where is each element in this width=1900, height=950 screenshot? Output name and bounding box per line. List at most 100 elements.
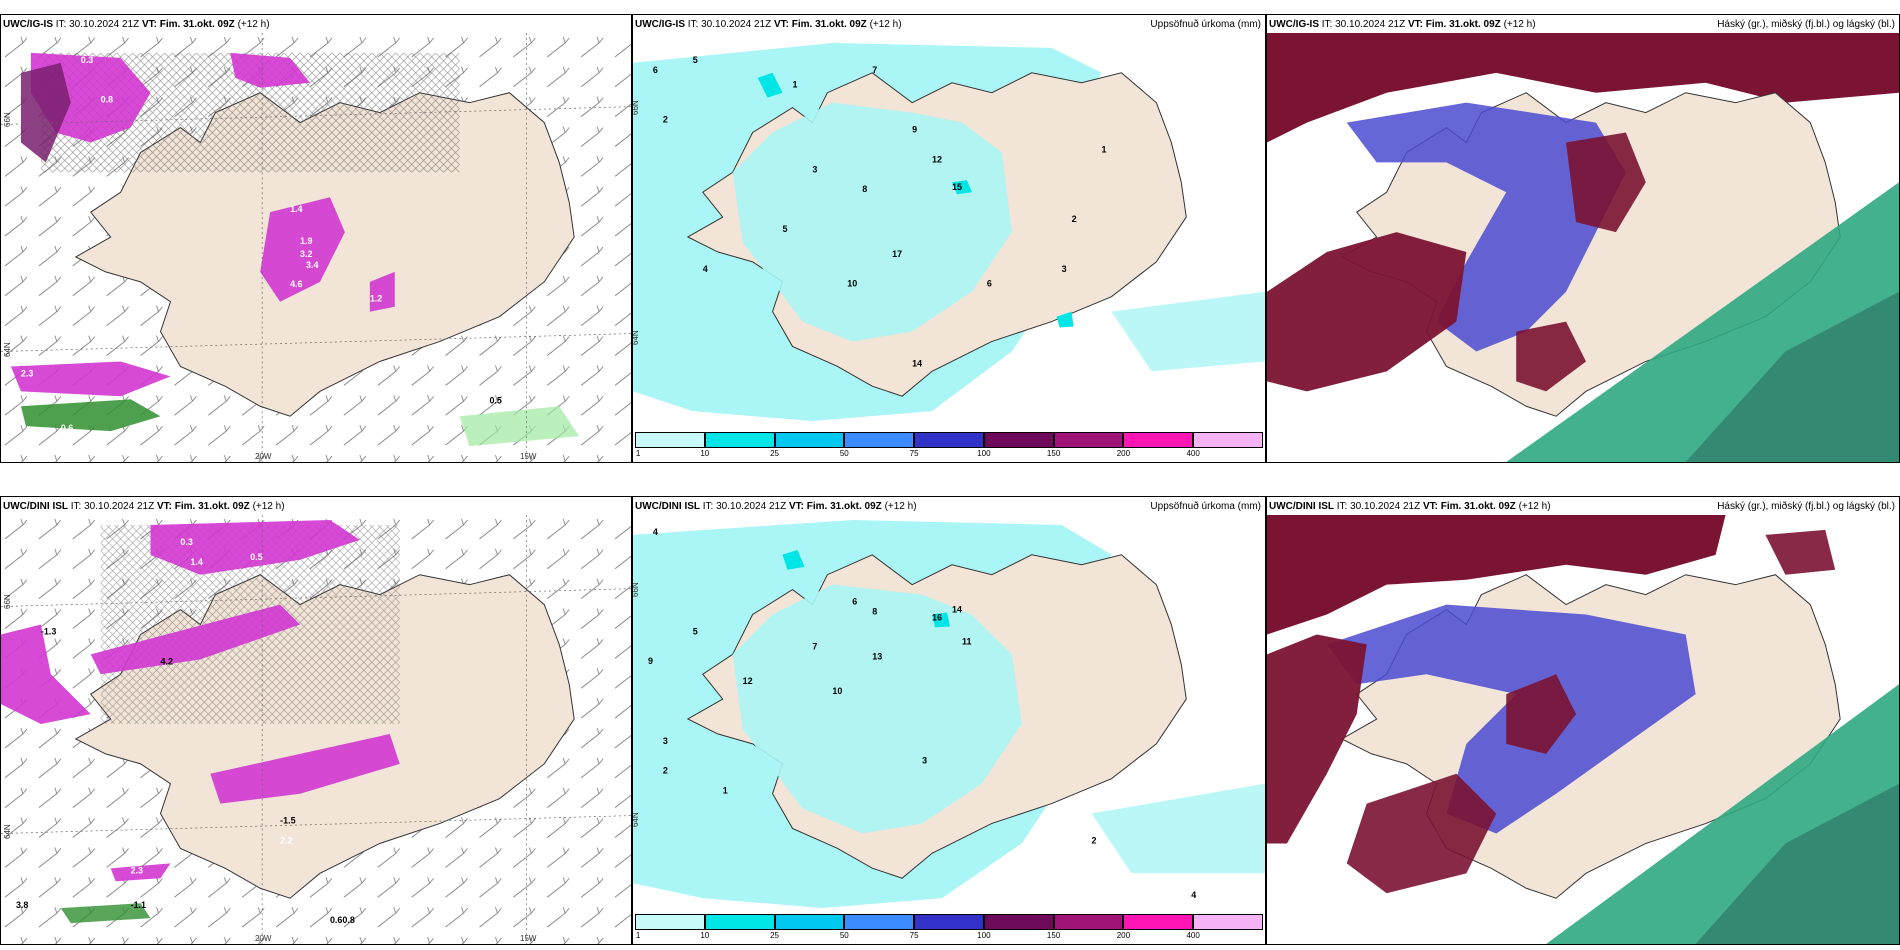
vt-value: Fim. 31.okt. 09Z	[174, 501, 250, 512]
cbar-seg	[1123, 914, 1194, 930]
panel-igis-accum-precip: UWC/IG-IS IT: 30.10.2024 21Z VT: Fim. 31…	[632, 14, 1266, 463]
val: 0.60.8	[330, 915, 355, 925]
precip-green-south	[20, 399, 161, 432]
cbar-seg	[983, 432, 1054, 448]
val: 2	[1072, 214, 1077, 224]
panel-header: UWC/DINI ISL IT: 30.10.2024 21Z VT: Fim.…	[3, 501, 285, 512]
lat-66n: 66N	[632, 582, 640, 597]
vt-value: Fim. 31.okt. 09Z	[791, 19, 867, 30]
cbar-seg	[1123, 432, 1194, 448]
precip-magenta-band	[90, 604, 301, 675]
map-svg: 6 5 2 1 3 4 5 7 8 9 12 15 17 10 14 2 1 3…	[633, 33, 1265, 432]
precip-mod-spot	[757, 72, 783, 98]
val: 3	[922, 756, 927, 766]
lead-time: (+12 h)	[1503, 19, 1536, 30]
panel-igis-wind-precip: UWC/IG-IS IT: 30.10.2024 21Z VT: Fim. 31…	[0, 14, 632, 463]
cbar-seg	[983, 914, 1054, 930]
cbar-seg	[635, 914, 705, 930]
map-svg	[1267, 33, 1899, 462]
panel-header: UWC/IG-IS IT: 30.10.2024 21Z VT: Fim. 31…	[3, 19, 270, 30]
val: 2.3	[131, 865, 143, 875]
val: 2.3	[21, 368, 33, 378]
val: 5	[783, 224, 788, 234]
val: 3	[663, 736, 668, 746]
val: 12	[743, 676, 753, 686]
val: 2.6	[141, 353, 153, 363]
lat-64n: 64N	[632, 330, 640, 345]
lon-15w: 15W	[520, 934, 537, 943]
it-value: 30.10.2024 21Z	[716, 501, 787, 512]
val: 1	[723, 786, 728, 796]
lat-64n: 64N	[3, 342, 12, 357]
cbar-tick: 100	[977, 931, 991, 940]
val: 2.2	[280, 835, 292, 845]
val: 5	[693, 55, 698, 65]
high-cloud-ne-patch	[1765, 529, 1836, 575]
cbar-tick: 25	[770, 449, 779, 458]
low-cloud-se-dark	[1695, 783, 1899, 944]
panel-dini-accum-precip: UWC/DINI ISL IT: 30.10.2024 21Z VT: Fim.…	[632, 496, 1266, 945]
cbar-seg	[635, 432, 705, 448]
precip-dark-nw	[20, 62, 71, 163]
colorbar: 1 10 25 50 75 100 150 200 400	[635, 914, 1263, 940]
high-cloud-north	[1267, 33, 1899, 143]
val: -1.5	[280, 816, 295, 826]
precip-light-over-land	[732, 584, 1022, 834]
map-area: 0.3 0.8 1.4 1.9 3.2 3.4 4.6 2.6 1.2 0.5 …	[1, 33, 631, 462]
precip-magenta-south	[110, 863, 171, 882]
val: 15	[952, 182, 962, 192]
lead-time: (+12 h)	[869, 19, 902, 30]
lon-20w: 20W	[255, 934, 272, 943]
vt-label: VT:	[141, 19, 157, 30]
val: 13	[872, 651, 882, 661]
lat-66n: 66N	[632, 100, 640, 115]
val: 7	[872, 65, 877, 75]
high-cloud-central	[1506, 674, 1577, 754]
high-cloud-north	[1267, 515, 1726, 635]
cbar-seg	[914, 914, 984, 930]
it-value: 30.10.2024 21Z	[1335, 19, 1406, 30]
precip-mod-spot2	[932, 612, 950, 628]
val: 4	[1191, 890, 1196, 900]
cbar-seg	[704, 914, 775, 930]
val: 0.5	[250, 552, 262, 562]
map-svg	[1267, 515, 1899, 944]
map-area	[1267, 33, 1899, 462]
cbar-seg	[774, 914, 845, 930]
vt-label: VT:	[773, 19, 789, 30]
high-cloud-central	[1566, 132, 1646, 233]
it-value: 30.10.2024 21Z	[1350, 501, 1421, 512]
panel-igis-clouds: UWC/IG-IS IT: 30.10.2024 21Z VT: Fim. 31…	[1266, 14, 1900, 463]
mid-cloud-band	[1346, 102, 1626, 352]
precip-magenta-central	[210, 733, 400, 804]
precip-green-south	[60, 903, 151, 924]
cbar-seg	[774, 432, 845, 448]
cbar-seg	[1053, 432, 1124, 448]
precip-mod-spot3	[1056, 311, 1074, 328]
map-area: 6 5 2 1 3 4 5 7 8 9 12 15 17 10 14 2 1 3…	[633, 33, 1265, 432]
lead-time: (+12 h)	[252, 501, 285, 512]
cbar-tick: 400	[1186, 931, 1200, 940]
panel-header: UWC/IG-IS IT: 30.10.2024 21Z VT: Fim. 31…	[635, 19, 902, 30]
precip-magenta-east	[369, 271, 395, 312]
cbar-tick: 50	[839, 931, 849, 940]
lat-64n: 64N	[632, 812, 640, 827]
it-label: IT:	[1336, 501, 1348, 512]
val: 1	[792, 80, 797, 90]
val: 6	[653, 65, 658, 75]
val: 0.6	[61, 423, 73, 433]
panel-title: Háský (gr.), miðský (fj.bl.) og lágský (…	[1717, 19, 1895, 30]
cbar-tick: 10	[700, 449, 710, 458]
cbar-tick: 10	[700, 931, 710, 940]
val: 3	[1062, 264, 1067, 274]
val: 3.8	[16, 900, 28, 910]
high-cloud-south	[1516, 321, 1586, 392]
val: 1.9	[300, 236, 312, 246]
cbar-seg	[844, 914, 915, 930]
model-label: UWC/DINI ISL	[635, 501, 700, 512]
parallel-66n	[1, 588, 631, 607]
cbar-tick: 400	[1186, 449, 1200, 458]
val: 16	[932, 612, 942, 622]
precip-values: 0.3 0.8 1.4 1.9 3.2 3.4 4.6 2.6 1.2 0.5 …	[21, 55, 502, 433]
parallel-64n	[1, 333, 631, 352]
